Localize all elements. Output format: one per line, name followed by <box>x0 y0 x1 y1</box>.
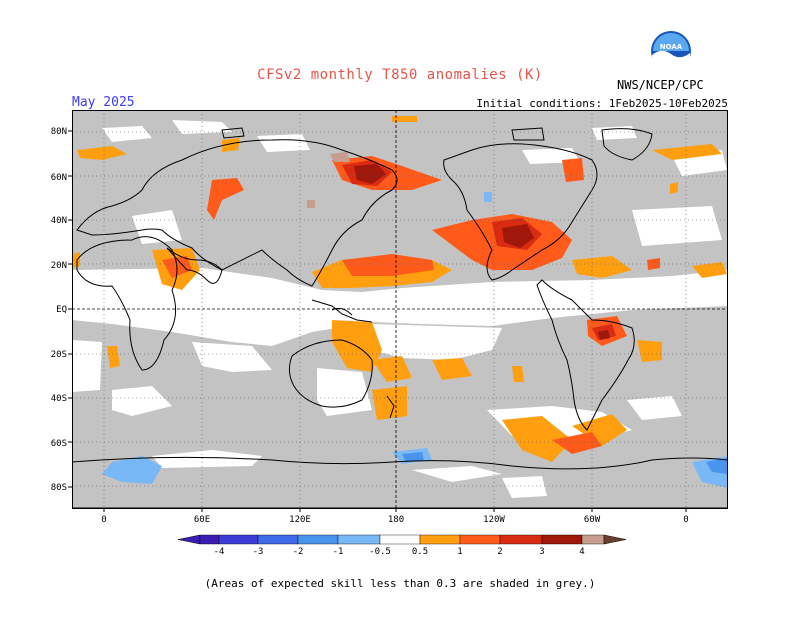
colorbar-label: 3 <box>539 547 544 557</box>
colorbar-segment <box>257 534 299 545</box>
cold-anomalies <box>102 192 728 488</box>
coastlines <box>72 127 728 509</box>
equator-dateline <box>72 110 728 508</box>
colorbar-label: 1 <box>457 547 462 557</box>
lat-label-20s: 20S <box>51 350 67 360</box>
lon-label-180: 180 <box>388 515 404 525</box>
colorbar-segment <box>603 534 627 545</box>
lat-label-eq: EQ <box>56 305 67 315</box>
warm-anomalies <box>72 116 727 462</box>
colorbar-labels: -4 -3 -2 -1 -0.5 0.5 1 2 3 4 <box>214 547 585 557</box>
lat-label-20n: 20N <box>51 261 67 271</box>
lon-label-0: 0 <box>101 515 106 525</box>
colorbar-segment <box>499 534 543 545</box>
colorbar-label: 4 <box>579 547 584 557</box>
colorbar-label: -4 <box>214 547 225 557</box>
initial-conditions: Initial conditions: 1Feb2025-10Feb2025 <box>476 97 728 110</box>
colorbar-label: 2 <box>497 547 502 557</box>
lat-label-80s: 80S <box>51 483 67 493</box>
colorbar-segment <box>379 534 421 545</box>
lat-label-80n: 80N <box>51 127 67 137</box>
map-title: CFSv2 monthly T850 anomalies (K) <box>257 67 543 83</box>
colorbar-segment <box>581 534 605 545</box>
colorbar-label: 0.5 <box>412 547 428 557</box>
colorbar-segment <box>541 534 583 545</box>
anomaly-map <box>72 110 728 509</box>
lat-label-60s: 60S <box>51 439 67 449</box>
colorbar-segment <box>177 534 201 545</box>
agency-label: NWS/NCEP/CPC <box>617 78 704 92</box>
colorbar-segment <box>199 534 220 545</box>
map-frame <box>72 110 728 509</box>
colorbar-label: -2 <box>293 547 304 557</box>
colorbar-segment <box>218 534 259 545</box>
lon-label-120e: 120E <box>289 515 311 525</box>
colorbar: -4 -3 -2 -1 -0.5 0.5 1 2 3 4 <box>177 534 627 557</box>
noaa-logo: NOAA <box>651 31 691 72</box>
lon-label-60w: 60W <box>584 515 601 525</box>
lon-label-60e: 60E <box>194 515 210 525</box>
svg-text:NOAA: NOAA <box>660 43 683 51</box>
colorbar-segment <box>459 534 501 545</box>
colorbar-segment <box>297 534 339 545</box>
lon-label-0-east: 0 <box>683 515 688 525</box>
graticule <box>72 110 728 508</box>
skill-footnote: (Areas of expected skill less than 0.3 a… <box>204 577 596 590</box>
colorbar-segment <box>419 534 461 545</box>
colorbar-segments <box>177 534 627 545</box>
colorbar-label: -0.5 <box>369 547 391 557</box>
colorbar-segment <box>337 534 381 545</box>
unshaded-regions <box>72 120 728 498</box>
lat-label-40n: 40N <box>51 216 67 226</box>
colorbar-label: -1 <box>333 547 344 557</box>
forecast-month: May 2025 <box>72 95 135 110</box>
lat-label-60n: 60N <box>51 173 67 183</box>
colorbar-label: -3 <box>253 547 264 557</box>
lat-label-40s: 40S <box>51 394 67 404</box>
lon-label-120w: 120W <box>483 515 505 525</box>
